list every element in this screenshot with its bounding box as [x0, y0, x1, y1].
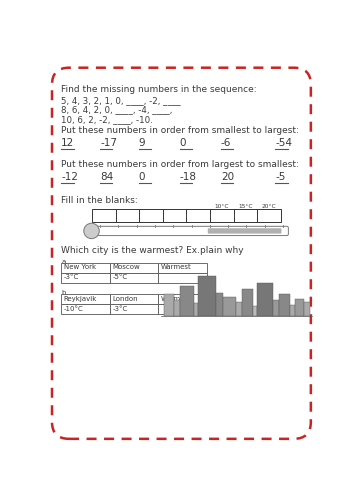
Text: New York: New York — [64, 264, 96, 270]
Text: 15°C: 15°C — [238, 204, 252, 209]
Text: a.: a. — [61, 258, 68, 264]
Bar — [110, 294, 159, 304]
Text: Fill in the blanks:: Fill in the blanks: — [61, 196, 138, 204]
Text: Reykjavik: Reykjavik — [64, 296, 97, 302]
Bar — [216, 292, 223, 316]
Text: Moscow: Moscow — [112, 264, 140, 270]
Text: 10, 6, 2, -2, ____, -10.: 10, 6, 2, -2, ____, -10. — [61, 114, 153, 124]
Text: 10°C: 10°C — [215, 204, 229, 209]
Text: Put these numbers in order from largest to smallest:: Put these numbers in order from largest … — [61, 160, 299, 169]
Text: Which city is the warmest? Ex.plain why: Which city is the warmest? Ex.plain why — [61, 246, 244, 256]
Bar — [110, 262, 159, 272]
Text: Warmest: Warmest — [161, 296, 192, 302]
Text: 8, 6, 4, 2, 0, ____, -4, ____,: 8, 6, 4, 2, 0, ____, -4, ____, — [61, 106, 173, 114]
Bar — [159, 272, 207, 282]
Bar — [199, 276, 216, 316]
Text: -10°C: -10°C — [64, 306, 84, 312]
Bar — [290, 305, 295, 316]
Bar — [159, 294, 207, 304]
Text: 0: 0 — [139, 172, 145, 181]
Bar — [61, 304, 110, 314]
Bar — [236, 302, 242, 316]
Text: 84: 84 — [100, 172, 113, 181]
Bar — [279, 294, 290, 316]
Bar — [61, 262, 110, 272]
Bar — [194, 304, 199, 316]
Bar — [180, 286, 194, 316]
Text: -12: -12 — [61, 172, 78, 181]
Text: 9: 9 — [139, 138, 145, 148]
Bar — [174, 300, 180, 316]
Text: b.: b. — [61, 290, 68, 296]
Bar — [273, 300, 279, 316]
Bar — [257, 284, 273, 316]
Text: -5°C: -5°C — [112, 274, 127, 280]
Text: 5, 4, 3, 2, 1, 0, ____, -2, ____: 5, 4, 3, 2, 1, 0, ____, -2, ____ — [61, 96, 181, 105]
FancyBboxPatch shape — [95, 226, 289, 235]
Text: -6: -6 — [221, 138, 231, 148]
Text: Put these numbers in order from smallest to largest:: Put these numbers in order from smallest… — [61, 126, 299, 135]
Text: London: London — [112, 296, 138, 302]
Bar — [295, 298, 304, 316]
Text: 0: 0 — [180, 138, 186, 148]
Bar — [92, 210, 281, 222]
Text: -5: -5 — [275, 172, 286, 181]
Bar — [61, 294, 110, 304]
Bar — [164, 294, 174, 316]
Ellipse shape — [84, 223, 99, 238]
Bar — [242, 288, 253, 316]
Bar — [304, 302, 310, 316]
Bar — [110, 304, 159, 314]
FancyBboxPatch shape — [208, 228, 281, 234]
Text: -3°C: -3°C — [64, 274, 79, 280]
Text: -54: -54 — [275, 138, 292, 148]
Bar — [223, 297, 236, 316]
Text: -18: -18 — [180, 172, 197, 181]
Bar — [159, 262, 207, 272]
Text: Find the missing numbers in the sequence:: Find the missing numbers in the sequence… — [61, 84, 257, 94]
Bar — [253, 306, 257, 316]
Text: -3°C: -3°C — [112, 306, 127, 312]
FancyBboxPatch shape — [52, 68, 311, 439]
Text: Warmest: Warmest — [161, 264, 192, 270]
Text: 12: 12 — [61, 138, 75, 148]
Text: -17: -17 — [100, 138, 117, 148]
Bar — [61, 272, 110, 282]
Bar — [110, 272, 159, 282]
Bar — [159, 304, 207, 314]
Text: 20°C: 20°C — [262, 204, 276, 209]
Text: 20: 20 — [221, 172, 234, 181]
